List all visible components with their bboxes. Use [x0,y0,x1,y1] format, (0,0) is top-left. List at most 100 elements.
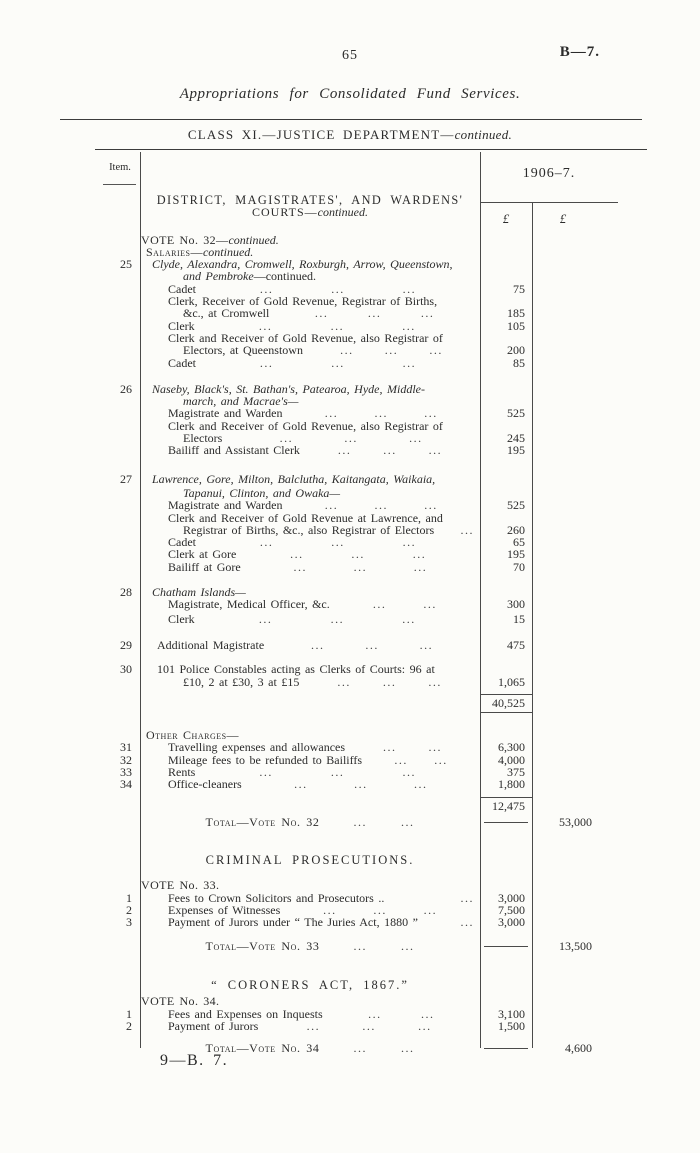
row-text: Total—Vote No. 33 [205,938,320,953]
row-amount-total [532,1020,620,1032]
leader-dots: ......... [324,407,438,420]
row-item-number [100,854,140,866]
row-description: £10, 2 at £30, 3 at £15......... [140,674,480,689]
row-amount-annual [480,473,532,485]
leader-dots: ......... [258,319,416,332]
row-description: Travelling expenses and allowances...... [140,741,480,754]
row-item-number [100,487,140,499]
table-row: 3 Payment of Jurors under “ The Juries Ac… [100,916,620,929]
table-row: VOTE No. 34. [100,995,620,1008]
row-text: Fees and Expenses on Inquests [168,1006,323,1021]
table-row: Total—Vote No. 34...... 4,600 [100,1042,620,1055]
row-amount-total [532,473,620,485]
table-row: VOTE No. 33. [100,878,620,893]
row-text: Cadet [168,281,196,296]
row-amount-total [532,320,620,332]
row-amount-total [532,639,620,651]
row-text: Tapanui, Clinton, and Owaka— [183,485,341,500]
row-amount-annual: 475 [507,637,525,652]
row-amount-total [532,194,620,206]
row-description: Clerk and Receiver of Gold Revenue, also… [140,332,480,345]
table-row: Magistrate, Medical Officer, &c....... 30… [100,598,620,611]
row-text: CRIMINAL PROSECUTIONS. [205,853,415,868]
leader-dots: ......... [290,548,427,561]
row-description: Clyde, Alexandra, Cromwell, Roxburgh, Ar… [140,257,480,272]
table-row: march, and Macrae's— [100,395,620,408]
row-amount-total [532,904,620,916]
table-row: 32 Mileage fees to be refunded to Bailiff… [100,753,620,766]
leader-dots: ......... [293,560,428,574]
table-row: 34 Office-cleaners......... 1,800 [100,777,620,792]
row-description: COURTS— continued. [140,206,480,219]
row-item-number [100,694,140,713]
row-description: Clerk......... [140,612,480,625]
table-row: 25 Clyde, Alexandra, Cromwell, Roxburgh, … [100,257,620,272]
leader-dots: ......... [259,765,416,779]
row-description: CRIMINAL PROSECUTIONS. [140,853,480,868]
row-amount-total [532,548,620,560]
leader-dots: ......... [294,778,428,791]
row-amount-annual: 525 [507,498,525,513]
row-text: Chatham Islands— [152,585,246,600]
row-amount-total [532,766,620,778]
row-amount-annual [480,854,532,866]
row-amount-total [532,295,620,307]
class-heading: CLASS XI.—JUSTICE DEPARTMENT—continued. [0,127,700,143]
row-text: Clerk at Gore [168,547,237,562]
row-description: Clerk and Receiver of Gold Revenue at La… [140,511,480,524]
row-item-number [100,420,140,432]
row-text: Bailiff and Assistant Clerk [168,443,300,458]
row-amount-total [532,270,620,282]
row-text: Registrar of Births, &c., also Registrar… [183,522,435,537]
row-text: VOTE No. 33. [141,878,220,893]
row-text: Electors [183,431,223,446]
row-description: Registrar of Births, &c., also Registrar… [140,522,480,537]
table-row: Clerk......... 105 [100,319,620,332]
row-text: Clyde, Alexandra, Cromwell, Roxburgh, Ar… [152,257,453,272]
table-row: COURTS— continued. [100,206,620,219]
row-amount-annual: 85 [513,355,525,370]
row-text: Office-cleaners [168,777,242,792]
row-amount-annual [480,816,532,828]
row-amount-total [532,561,620,573]
row-description: Total—Vote No. 32...... [140,814,480,829]
leader-dots: ......... [314,307,435,320]
row-item-number: 28 [120,585,132,600]
row-description: Additional Magistrate......... [140,639,480,652]
row-amount-annual [480,206,532,218]
leader-dots: ... [400,814,415,829]
row-amount-total [532,754,620,766]
row-item-number: 27 [120,471,132,486]
row-item-number [100,995,140,1007]
table-row: Magistrate and Warden......... 525 [100,407,620,420]
table-row: Total—Vote No. 33...... 13,500 [100,938,620,953]
table-row: Cadet......... 85 [100,355,620,370]
row-description: Bailiff and Assistant Clerk......... [140,443,480,458]
row-item-number [100,270,140,282]
row-amount-total [532,676,620,688]
table-row: Other Charges— [100,729,620,742]
row-amount-annual [480,979,532,991]
row-text: Electors, at Queenstown [183,343,303,358]
row-item-number [100,816,140,828]
leader-dots: ...... [383,741,442,754]
leader-dots: ......... [340,344,443,357]
row-amount-total [532,332,620,344]
leader-dots: ...... [368,1007,435,1020]
row-item-number [100,561,140,573]
row-text-suffix: continued. [202,244,254,259]
row-amount-annual: 1,800 [498,777,525,792]
row-text: Payment of Jurors [168,1018,259,1033]
row-amount-annual: 200 [507,343,525,358]
row-amount-annual: 6,300 [498,740,525,755]
leader-dots: ... [460,916,474,929]
row-description: Bailiff at Gore......... [140,560,480,574]
row-description: Clerk, Receiver of Gold Revenue, Registr… [140,295,480,308]
document-ref: B—7. [559,44,600,60]
row-text: Lawrence, Gore, Milton, Balclutha, Kaita… [152,471,436,486]
row-item-number [100,295,140,307]
row-amount-annual [480,234,532,246]
row-text: £10, 2 at £30, 3 at £15 [183,674,300,689]
row-item-number: 2 [126,903,132,918]
leader-dots: ......... [259,356,417,369]
